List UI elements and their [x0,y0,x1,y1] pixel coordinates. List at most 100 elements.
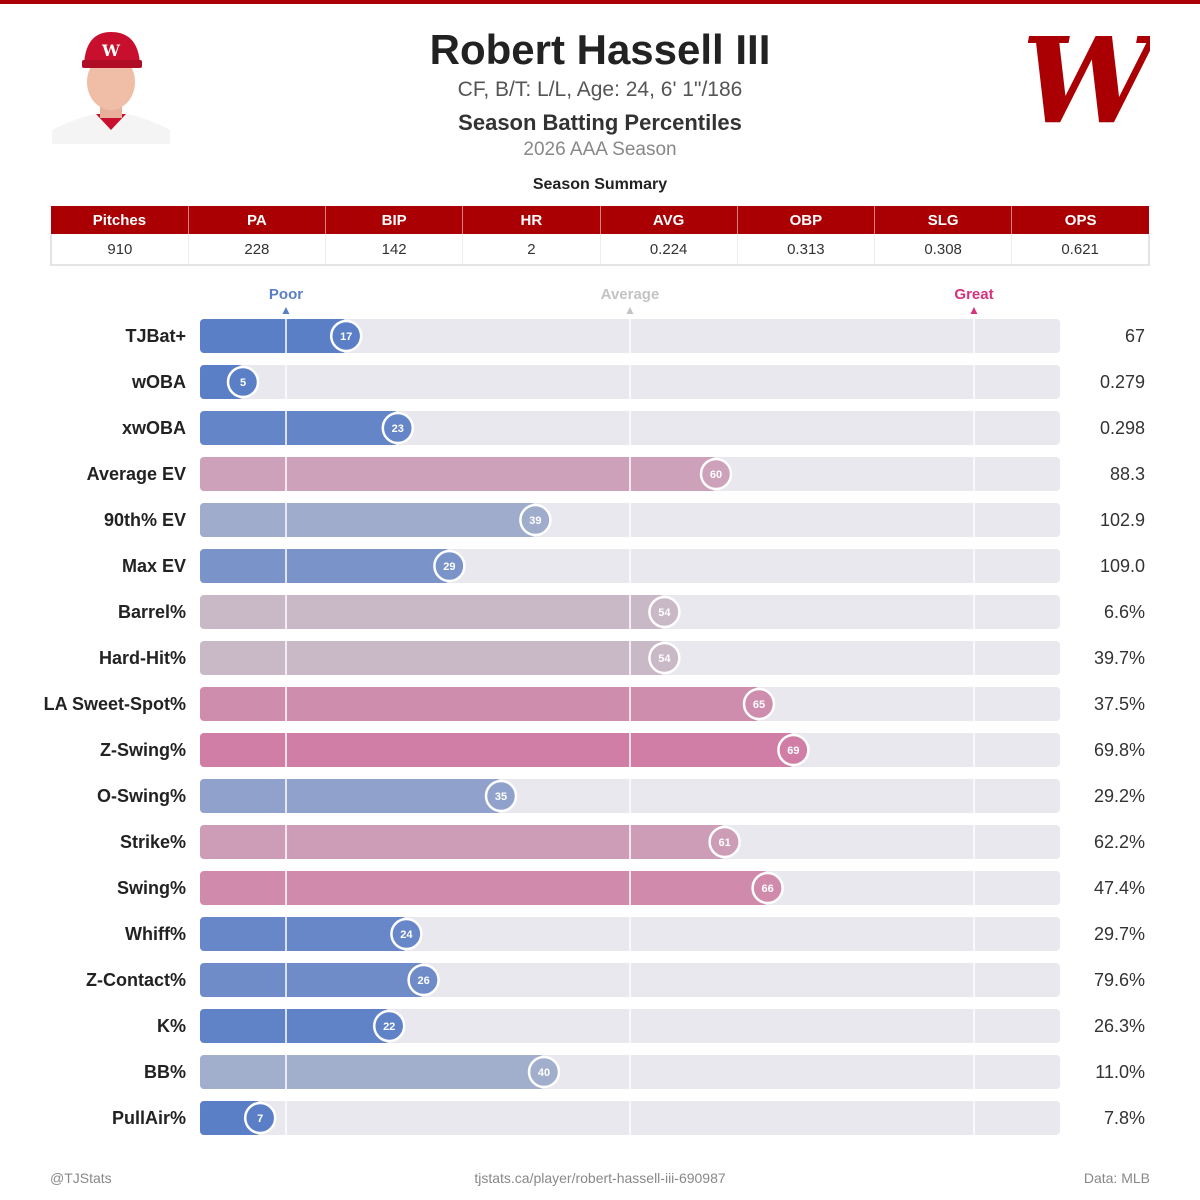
percentile-bar [200,1009,390,1043]
percentile-marker [484,779,518,813]
bar-track [200,411,1060,445]
summary-value-cell: 0.621 [1011,234,1151,266]
percentile-label: 40 [538,1067,550,1079]
percentile-bar [200,365,243,399]
percentile-marker [433,549,466,583]
stat-label: Max EV [122,556,186,576]
summary-header-row: Pitches PA BIP HR AVG OBP SLG OPS [51,206,1149,234]
stat-label: Strike% [120,832,186,852]
player-headshot: W [52,26,170,144]
percentile-label: 7 [257,1113,263,1125]
bar-track [200,871,1060,905]
stat-label: O-Swing% [97,786,186,806]
summary-header-cell: HR [462,206,601,234]
stat-label: Barrel% [118,602,186,622]
percentile-bar [200,917,407,951]
great-marker-label: Great [954,286,994,303]
bar-track [200,319,1060,353]
stat-label: Swing% [117,878,186,898]
bar-track [200,641,1060,675]
percentile-label: 26 [417,975,429,987]
stat-value: 47.4% [1094,878,1145,898]
percentile-bar [200,687,759,721]
percentile-label: 17 [340,331,352,343]
poor-marker: Poor ▲ [226,286,346,316]
percentile-marker [381,411,415,445]
percentile-label: 5 [240,377,246,389]
chart-subtitle: Season Batting Percentiles [458,110,742,135]
summary-header-cell: Pitches [51,206,189,234]
percentile-bar [200,733,794,767]
percentile-label: 22 [383,1021,395,1033]
bar-track [200,825,1060,859]
summary-header-cell: SLG [874,206,1013,234]
bar-track [200,687,1060,721]
bar-track [200,1055,1060,1089]
footer-handle[interactable]: @TJStats [50,1170,112,1186]
footer-url[interactable]: tjstats.ca/player/robert-hassell-iii-690… [474,1170,726,1186]
stat-label: LA Sweet-Spot% [44,694,186,714]
percentile-bar [200,963,424,997]
average-marker: Average ▲ [570,286,690,316]
percentile-label: 35 [495,791,507,803]
svg-text:W: W [1028,22,1150,134]
summary-header-cell: BIP [325,206,464,234]
percentile-label: 69 [787,745,799,757]
stat-value: 29.2% [1094,786,1145,806]
summary-value-row: 910 228 142 2 0.224 0.313 0.308 0.621 [49,234,1151,266]
summary-value-cell: 228 [188,234,327,266]
stat-value: 69.8% [1094,740,1145,760]
stat-value: 6.6% [1104,602,1145,622]
stat-label: TJBat+ [125,326,186,346]
percentile-marker [407,963,440,997]
stat-value: 7.8% [1104,1108,1145,1128]
stat-value: 37.5% [1094,694,1145,714]
percentile-bar [200,825,725,859]
percentile-marker [708,825,741,859]
stat-label: Z-Swing% [100,740,186,760]
stat-label: xwOBA [122,418,186,438]
summary-header-cell: OPS [1011,206,1149,234]
svg-text:W: W [101,41,121,60]
percentile-label: 39 [529,515,541,527]
stat-label: Whiff% [125,924,186,944]
percentile-bar [200,549,450,583]
summary-value-cell: 2 [462,234,601,266]
bar-track [200,1101,1060,1135]
percentile-label: 24 [400,929,413,941]
bar-track [200,1009,1060,1043]
percentile-bar [200,1055,544,1089]
percentile-marker [648,641,681,675]
summary-value-cell: 142 [325,234,464,266]
summary-value-cell: 0.308 [874,234,1013,266]
summary-value-cell: 910 [49,234,189,266]
stat-label: 90th% EV [104,510,186,530]
stat-value: 62.2% [1094,832,1145,852]
percentile-marker [372,1009,406,1043]
average-marker-label: Average [600,286,660,303]
bar-track [200,779,1060,813]
percentile-label: 61 [718,837,730,849]
percentile-marker [243,1101,277,1135]
percentile-marker [751,871,784,905]
player-name: Robert Hassell III [429,26,771,73]
summary-value-cell: 0.224 [600,234,738,266]
percentile-bar [200,503,536,537]
bar-track [200,457,1060,491]
stat-label: PullAir% [112,1108,186,1128]
percentile-marker [527,1055,561,1089]
percentile-label: 65 [753,699,765,711]
stat-value: 11.0% [1095,1062,1145,1082]
stat-value: 26.3% [1094,1016,1145,1036]
percentile-bar [200,595,665,629]
percentile-marker [742,687,776,721]
percentile-marker [226,365,260,399]
percentile-bar [200,411,398,445]
team-logo: W [1022,11,1165,150]
percentile-bar [200,319,347,353]
stat-value: 39.7% [1094,648,1145,668]
stat-value: 0.298 [1100,418,1145,438]
percentile-marker [777,733,810,767]
player-bio: CF, B/T: L/L, Age: 24, 6' 1"/186 [457,78,743,101]
percentile-label: 54 [658,653,671,665]
